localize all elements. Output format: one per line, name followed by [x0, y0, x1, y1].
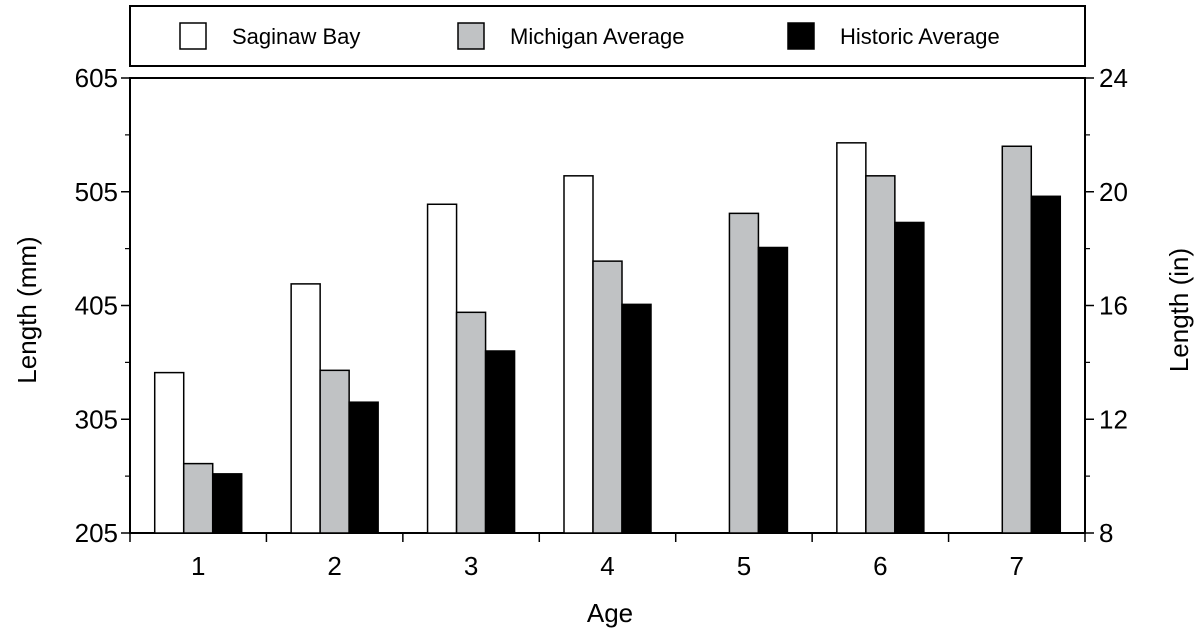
y-tick-label-right: 8 [1099, 518, 1113, 548]
bar [757, 246, 789, 534]
bars [153, 142, 1062, 534]
bar [592, 260, 623, 534]
x-tick-label: 6 [873, 551, 887, 581]
bar [728, 212, 760, 534]
bar [319, 369, 350, 534]
legend-swatch [787, 22, 815, 50]
y-axis-label-left: Length (mm) [12, 236, 42, 383]
y-tick-label-left: 405 [75, 291, 118, 321]
x-tick-label: 4 [600, 551, 614, 581]
bar [290, 283, 321, 534]
bar [894, 221, 925, 534]
y-axis-left: 205 305 405 505 605 [75, 63, 130, 548]
x-tick-label: 5 [737, 551, 751, 581]
bar [348, 401, 379, 534]
y-tick-label-right: 16 [1099, 291, 1128, 321]
bar [426, 203, 458, 534]
bar [836, 142, 867, 534]
y-tick-label-left: 305 [75, 404, 118, 434]
y-tick-label-right: 12 [1099, 404, 1128, 434]
bar [211, 473, 243, 534]
legend: Saginaw Bay Michigan Average Historic Aver… [129, 5, 1086, 67]
x-tick-label: 3 [464, 551, 478, 581]
legend-swatch [457, 22, 485, 50]
legend-item: Saginaw Bay [179, 22, 360, 50]
y-tick-label-right: 24 [1099, 63, 1128, 93]
bar [563, 175, 594, 534]
legend-box [129, 5, 1086, 67]
legend-swatch [179, 22, 207, 50]
x-tick-label: 1 [191, 551, 205, 581]
x-axis-label: Age [587, 598, 633, 628]
legend-label: Saginaw Bay [232, 24, 360, 49]
legend-label: Historic Average [840, 24, 1000, 49]
legend-item: Historic Average [787, 22, 1000, 50]
bar [1001, 145, 1033, 534]
bar [1030, 195, 1062, 534]
bar [484, 350, 516, 534]
x-tick-label: 2 [327, 551, 341, 581]
bar [865, 175, 896, 534]
bar [182, 462, 214, 534]
bar [621, 303, 652, 534]
legend-item: Michigan Average [457, 22, 685, 50]
x-tick-label: 7 [1010, 551, 1024, 581]
legend-label: Michigan Average [510, 24, 685, 49]
y-tick-label-right: 20 [1099, 177, 1128, 207]
y-tick-label-left: 505 [75, 177, 118, 207]
x-axis: 1 2 3 4 5 6 7 [129, 533, 1086, 581]
y-axis-label-right: Length (in) [1164, 248, 1194, 372]
y-tick-label-left: 605 [75, 63, 118, 93]
y-tick-label-left: 205 [75, 518, 118, 548]
bar [455, 311, 487, 534]
y-axis-right: 8 12 16 20 24 [1085, 63, 1128, 548]
bar [153, 371, 185, 534]
